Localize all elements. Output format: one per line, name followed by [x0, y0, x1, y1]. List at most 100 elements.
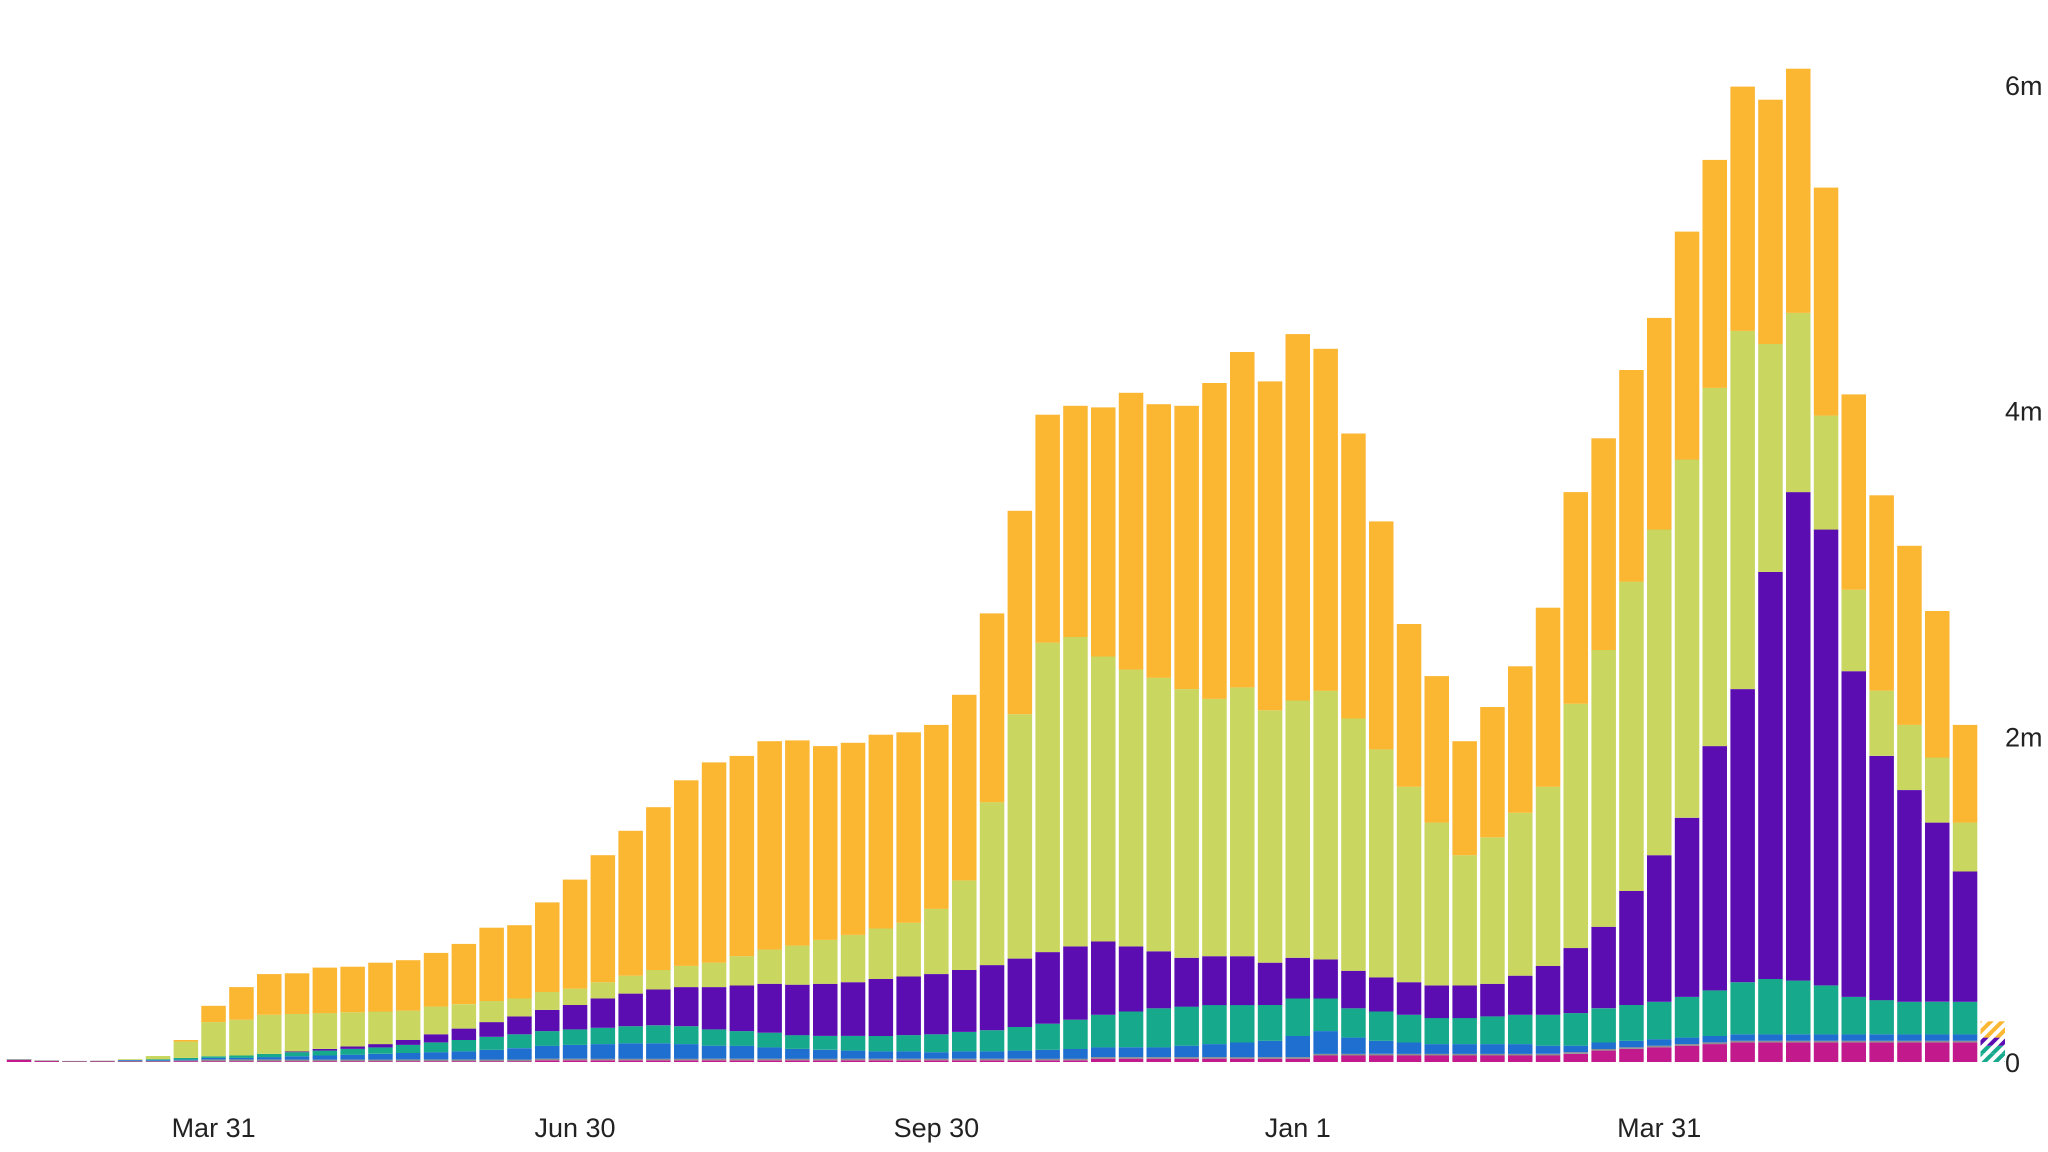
bar-series-orange-56: [1563, 492, 1588, 704]
bar-series-orange-36: [1007, 510, 1033, 715]
bar-series-purple-65: [1813, 529, 1839, 986]
bar-series-blue-28: [785, 1049, 810, 1059]
bar-series-purple-69: [1925, 822, 1950, 1002]
bar-series-orange-51: [1424, 676, 1449, 823]
bar-series-gray-1: [34, 1060, 59, 1062]
bar-series-teal-23: [646, 1025, 671, 1044]
bar-series-lime-30: [840, 935, 866, 983]
bar-series-blue-59: [1647, 1039, 1672, 1046]
y-tick-label: 6m: [2005, 71, 2043, 101]
bar-series-teal-68: [1897, 1001, 1922, 1035]
bar-series-blue-5: [145, 1060, 171, 1061]
bar-series-gray-22: [618, 1058, 643, 1061]
bar-series-orange-42: [1174, 405, 1199, 690]
bar-series-purple-26: [729, 985, 755, 1032]
bar-series-blue-22: [618, 1043, 643, 1059]
bar-series-lime-57: [1591, 650, 1616, 927]
bar-series-teal-55: [1535, 1014, 1561, 1046]
bar-series-purple-47: [1313, 959, 1338, 999]
bar-series-lime-4: [117, 1059, 143, 1060]
bar-series-blue-53: [1480, 1044, 1505, 1054]
bar-series-lime-51: [1424, 822, 1449, 986]
bar-series-lime-47: [1313, 690, 1338, 960]
bar-series-blue-10: [284, 1056, 310, 1060]
bar-series-lime-32: [896, 922, 921, 977]
bar-series-magenta-17: [479, 1061, 504, 1062]
bar-series-teal-6: [173, 1057, 199, 1060]
bar-series-magenta-53: [1480, 1055, 1505, 1062]
bar-series-blue-30: [840, 1050, 866, 1059]
bar-series-teal-63: [1758, 979, 1783, 1035]
bar-series-purple-54: [1508, 975, 1533, 1015]
bar-series-magenta-66: [1841, 1042, 1866, 1062]
bar-series-lime-23: [646, 970, 671, 990]
x-axis: Mar 31 Jun 30 Sep 30 Jan 1 Mar 31: [172, 1113, 1702, 1143]
bar-series-blue-4: [117, 1060, 143, 1061]
bar-series-gray-53: [1480, 1053, 1505, 1056]
bar-series-gray-41: [1146, 1057, 1171, 1059]
bar-series-orange-43: [1202, 383, 1227, 699]
bar-series-magenta-55: [1535, 1055, 1561, 1062]
bar-series-gray-0: [6, 1059, 32, 1060]
bar-series-purple-58: [1619, 891, 1644, 1005]
bar-series-magenta-48: [1341, 1055, 1366, 1062]
bar-series-orange-20: [562, 879, 588, 989]
bar-series-orange-21: [590, 855, 616, 983]
bar-series-teal-49: [1369, 1011, 1394, 1041]
bar-series-purple-39: [1091, 941, 1116, 1015]
bar-series-lime-31: [868, 928, 894, 979]
bar-series-magenta-16: [451, 1061, 477, 1062]
bar-series-orange-57: [1591, 438, 1616, 650]
bar-series-magenta-15: [423, 1061, 449, 1062]
bar-series-orange-23: [646, 807, 671, 970]
bar-series-purple-20: [562, 1005, 588, 1030]
bar-series-blue-50: [1396, 1042, 1422, 1054]
bar-series-blue-46: [1285, 1035, 1310, 1058]
bar-series-lime-19: [535, 992, 560, 1010]
bar-series-teal-51: [1424, 1018, 1449, 1045]
bar-series-blue-23: [646, 1043, 671, 1059]
bar-series-blue-32: [896, 1051, 921, 1059]
bar-series-blue-24: [674, 1044, 699, 1059]
bar-series-lime-58: [1619, 581, 1644, 891]
bar-series-gray-67: [1869, 1040, 1894, 1043]
bar-series-orange-54: [1508, 666, 1533, 813]
bar-series-magenta-8: [229, 1061, 254, 1062]
bar-series-gray-51: [1424, 1053, 1449, 1056]
bar-series-orange-49: [1369, 521, 1394, 750]
bar-series-orange-61: [1702, 159, 1727, 388]
bar-series-lime-45: [1257, 710, 1283, 963]
bar-series-blue-62: [1730, 1034, 1755, 1041]
bar-series-purple-45: [1257, 962, 1283, 1005]
bar-series-gray-25: [701, 1058, 727, 1061]
bar-series-teal-64: [1786, 980, 1811, 1035]
bar-series-lime-26: [729, 956, 755, 986]
bar-series-lime-38: [1063, 637, 1088, 947]
bar-series-blue-12: [340, 1054, 365, 1060]
bar-series-orange-8: [229, 987, 254, 1020]
bar-series-gray-56: [1563, 1052, 1588, 1054]
bar-series-gray-33: [924, 1058, 949, 1061]
bar-series-blue-49: [1369, 1040, 1394, 1054]
bar-series-lime-69: [1925, 757, 1950, 823]
bar-series-magenta-9: [257, 1061, 282, 1062]
bar-series-teal-61: [1702, 990, 1727, 1036]
bar-series-magenta-60: [1674, 1045, 1700, 1062]
bar-series-blue-42: [1174, 1045, 1199, 1058]
bar-series-orange-65: [1813, 187, 1839, 416]
bar-series-lime-18: [507, 998, 532, 1017]
bar-series-teal-29: [813, 1035, 838, 1050]
y-tick-label: 4m: [2005, 397, 2043, 427]
bar-series-lime-43: [1202, 698, 1227, 957]
bar-series-teal-22: [618, 1026, 643, 1044]
bar-series-gray-70: [1952, 1040, 1978, 1043]
bar-series-blue-41: [1146, 1047, 1171, 1058]
bar-series-teal-34: [952, 1031, 977, 1052]
x-tick-label: Sep 30: [894, 1113, 980, 1143]
bar-series-teal-25: [701, 1029, 727, 1046]
bar-series-purple-43: [1202, 956, 1227, 1006]
bar-series-magenta-59: [1647, 1047, 1672, 1062]
bar-series-gray-59: [1647, 1045, 1672, 1048]
bar-series-lime-27: [757, 949, 782, 984]
